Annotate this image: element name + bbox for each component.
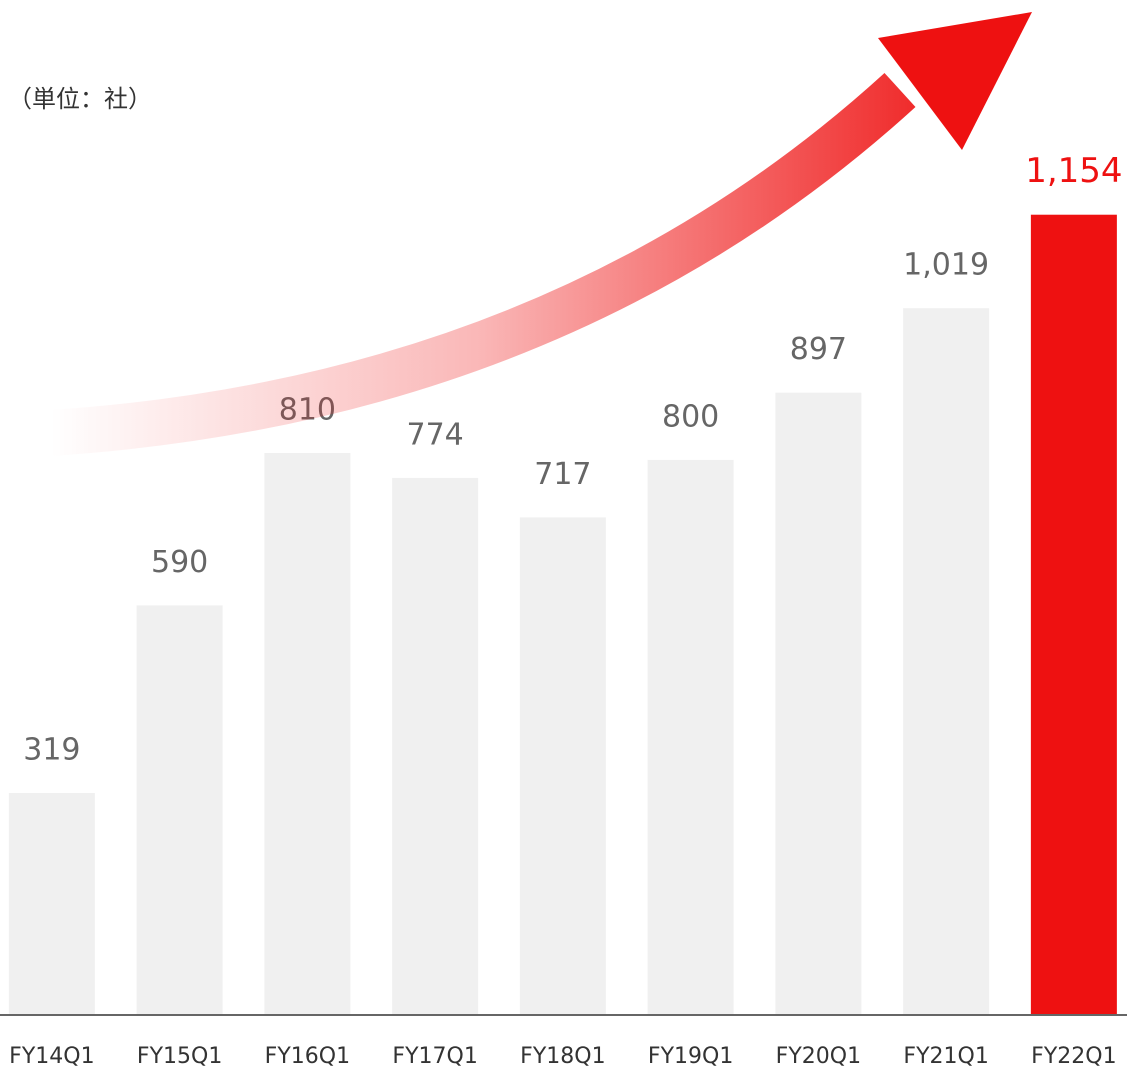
value-label: 774 [406,417,463,452]
value-label: 1,019 [903,248,989,283]
value-label: 800 [662,399,719,434]
bar [264,452,351,1014]
bar [8,793,95,1014]
x-tick-label: FY20Q1 [776,1044,861,1069]
x-tick-label: FY14Q1 [9,1044,94,1069]
bar [136,605,223,1014]
bar [392,477,479,1014]
x-tick-label: FY21Q1 [903,1044,988,1069]
bar [519,517,606,1014]
value-label: 590 [151,545,208,580]
x-tick-label: FY18Q1 [520,1044,605,1069]
x-tick-label: FY17Q1 [392,1044,477,1069]
value-label: 319 [23,733,80,768]
bar [647,459,734,1015]
x-tick-label: FY19Q1 [648,1044,733,1069]
x-tick-label: FY16Q1 [265,1044,350,1069]
bars: FY14Q1319FY15Q1590FY16Q1810FY17Q1774FY18… [8,151,1123,1069]
bar [903,308,990,1014]
value-label: 897 [790,332,847,367]
bar [1030,214,1117,1014]
x-tick-label: FY15Q1 [137,1044,222,1069]
trend-arrow-head [878,12,1032,150]
x-tick-label: FY22Q1 [1031,1044,1116,1069]
unit-label: （単位：社） [8,85,152,113]
value-label: 717 [534,457,591,492]
trend-arrow-body [48,72,916,456]
bar [775,392,862,1014]
value-label: 1,154 [1025,151,1122,191]
